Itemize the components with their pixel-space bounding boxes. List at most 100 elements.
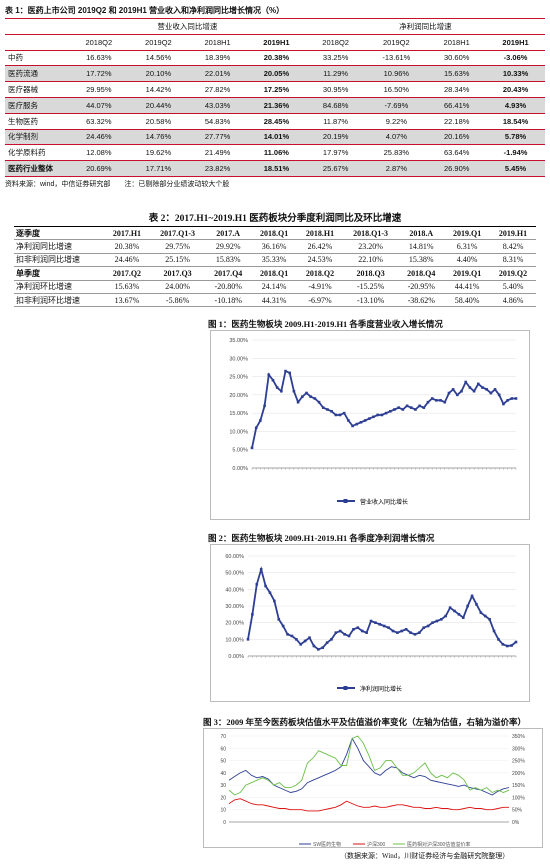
- table2-row-label: 扣非利润同比增速: [14, 253, 104, 268]
- table1-row: 医疗器械 29.95% 14.42% 27.82% 17.25% 30.95% 16.50%…: [5, 81, 545, 98]
- fig1-point: [506, 399, 509, 402]
- table2-cell: -13.10%: [342, 293, 399, 308]
- fig1-point: [259, 419, 262, 422]
- table1-cell: 25.83%: [365, 144, 428, 162]
- fig1-point: [288, 371, 292, 375]
- fig2-point: [492, 629, 496, 633]
- fig3-y-left-tick: 10: [220, 808, 226, 814]
- fig1-point: [472, 389, 476, 393]
- table1-cell: 28.34%: [427, 81, 487, 98]
- table1-row-label: 生物医药: [5, 113, 69, 130]
- table1-col: 2019H1: [486, 34, 545, 51]
- table2-cell: 2018.Q2: [297, 266, 343, 281]
- fig2-point: [378, 623, 382, 626]
- fig1-point: [497, 393, 501, 397]
- fig1-point: [284, 369, 287, 373]
- table1-cell: 20.16%: [427, 129, 487, 146]
- table1-block: 表 1：医药上市公司 2019Q2 和 2019H1 营业收入和净利润同比增长情…: [5, 4, 545, 189]
- table2-cell: 29.92%: [205, 239, 252, 254]
- table1-row: 中药 16.63% 14.56% 18.39% 20.38% 33.25% -13.61% 3…: [5, 50, 545, 67]
- fig2-point: [369, 619, 373, 623]
- fig2-point: [422, 626, 426, 629]
- table1-cell: 20.69%: [69, 160, 129, 177]
- fig1-point: [317, 400, 321, 404]
- fig2-point: [470, 594, 474, 598]
- table1-cell: 12.08%: [69, 144, 129, 162]
- table2: 逐季度 2017.H1 2017.Q1-3 2017.A 2018.Q1 2018.H1 2…: [14, 226, 536, 308]
- fig1-point: [397, 406, 400, 409]
- fig1-series-line: [251, 369, 516, 449]
- fig1-point: [514, 397, 518, 400]
- fig2-point: [255, 583, 259, 586]
- fig2-point: [501, 643, 505, 646]
- table2-row2: 扣非利润同比增速 24.46% 25.15% 15.83% 35.33% 24.53% 22…: [14, 253, 536, 268]
- fig1-y-tick: 10.00%: [229, 429, 248, 435]
- table1-cell: 9.22%: [365, 113, 428, 130]
- table1-cell: 10.96%: [365, 65, 428, 83]
- fig2-point: [286, 633, 289, 636]
- table1-cell: 15.63%: [427, 65, 487, 83]
- table2-cell: 29.75%: [149, 239, 206, 254]
- table2-caption: 表 2：2017.H1~2019.H1 医药板块分季度利润同比及环比增速: [148, 214, 402, 224]
- table1-cell: 14.42%: [128, 81, 189, 98]
- table2-row4: 扣非利润环比增速 13.67% -5.86% -10.18% 44.31% -6.97% -…: [14, 293, 536, 308]
- table1-cell: 26.90%: [427, 160, 487, 177]
- table1-cell: 21.36%: [247, 97, 306, 114]
- table1-row-label: 医药行业整体: [5, 160, 69, 177]
- fig2-point: [400, 629, 404, 633]
- fig1-legend-label: 营业收入同比增长: [360, 498, 408, 506]
- fig2-point: [259, 568, 263, 571]
- table1-col: 2019Q2: [365, 34, 428, 51]
- fig2-chart: 0.00% 10.00% 20.00% 30.00% 40.00% 50.00% 60.00…: [210, 544, 530, 702]
- fig3-y-left-tick: 70: [220, 734, 226, 740]
- table2-cell: 4.86%: [490, 293, 536, 308]
- table2-cell: 2017.Q4: [205, 266, 252, 281]
- fig2-point: [277, 618, 281, 621]
- fig1-point: [263, 404, 266, 408]
- fig2-point: [382, 624, 386, 628]
- table1-cell: 20.58%: [128, 113, 189, 130]
- fig2-point: [426, 624, 430, 628]
- fig1-point: [267, 373, 271, 377]
- table1-cell: 18.54%: [486, 113, 545, 130]
- table2-cell: 15.38%: [398, 253, 445, 268]
- fig2-point: [365, 631, 368, 634]
- fig3-y-left-tick: 50: [220, 759, 226, 765]
- fig2-point: [334, 631, 338, 634]
- fig2-point: [444, 614, 448, 618]
- fig2-point: [440, 618, 443, 621]
- table2-row-label: 净利润环比增速: [14, 280, 104, 294]
- table1-cell: 24.46%: [69, 129, 129, 146]
- fig1-point: [305, 391, 308, 395]
- fig1-point: [439, 399, 442, 402]
- table1-cell: -13.61%: [365, 50, 428, 67]
- table2-row-label: 净利润同比增速: [14, 239, 104, 254]
- table1-cell: 2.87%: [365, 160, 428, 177]
- fig1-point: [351, 424, 354, 428]
- table2-cell: -6.97%: [297, 293, 343, 308]
- table1-row: 医药流通 17.72% 20.10% 22.01% 20.05% 11.29% 10.96%…: [5, 65, 545, 83]
- table2-cell: 15.63%: [104, 280, 150, 294]
- table1-cell: 11.29%: [305, 65, 366, 83]
- fig2-point: [303, 639, 307, 643]
- table1-row: 医疗服务 44.07% 20.44% 43.03% 21.36% 84.68% -7.69%…: [5, 97, 545, 114]
- table1-cell: 66.41%: [427, 97, 487, 114]
- fig2-point: [246, 638, 250, 641]
- table2-cell: 2018.Q1-3: [342, 226, 399, 241]
- fig1-frame: [210, 330, 530, 520]
- fig1-point: [368, 417, 371, 420]
- table2-cell: 2019.Q1: [444, 266, 491, 281]
- table1-cell: 63.64%: [427, 144, 487, 162]
- fig2-y-tick: 0.00%: [228, 654, 244, 660]
- table2-row1: 净利润同比增速 20.38% 29.75% 29.92% 36.16% 26.42% 23.…: [14, 239, 536, 254]
- table1-cell: 30.95%: [305, 81, 366, 98]
- fig2-point: [475, 603, 478, 606]
- fig1-point: [485, 388, 488, 391]
- fig2-point: [387, 626, 390, 629]
- fig3-legend: SW医药生物 沪深300 医药相对沪深300估值溢价率: [299, 841, 470, 848]
- fig2-point: [330, 638, 333, 641]
- fig2-point: [347, 634, 351, 638]
- table1-cell: 22.18%: [427, 113, 487, 130]
- table1-cell: 20.19%: [305, 129, 366, 146]
- table1-cell: 14.01%: [247, 129, 306, 146]
